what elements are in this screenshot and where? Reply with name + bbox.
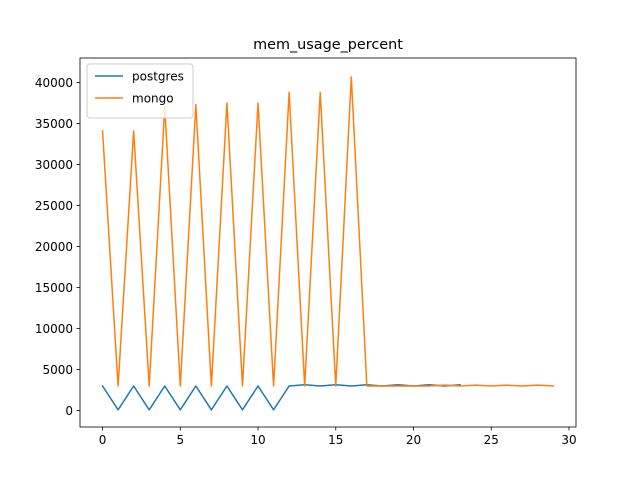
x-tick-label: 15 (328, 433, 343, 447)
y-tick-label: 20000 (35, 240, 73, 254)
plot-area: 0 5 10 15 20 25 30 0 5000 10000 15000 20000 25000 300… (35, 57, 577, 447)
series-line-postgres (101, 383, 461, 411)
x-tick-label: 30 (561, 433, 576, 447)
y-tick-label: 5000 (42, 363, 73, 377)
axes-frame (79, 57, 577, 428)
legend-box (86, 63, 194, 119)
y-tick-label: 10000 (35, 322, 73, 336)
y-tick-label: 30000 (35, 158, 73, 172)
y-tick-label: 25000 (35, 199, 73, 213)
y-tick-label: 0 (65, 404, 73, 418)
y-tick-label: 15000 (35, 281, 73, 295)
legend-label-mongo: mongo (132, 91, 174, 105)
series-lines (101, 76, 555, 411)
chart-title: mem_usage_percent (253, 37, 403, 53)
x-tick-label: 5 (176, 433, 184, 447)
legend-label-postgres: postgres (132, 69, 184, 83)
x-tick-label: 20 (406, 433, 421, 447)
x-tick-label: 25 (484, 433, 499, 447)
y-tick-label: 35000 (35, 117, 73, 131)
y-tick-label: 40000 (35, 76, 73, 90)
series-line-mongo (101, 76, 555, 387)
x-tick-label: 10 (250, 433, 265, 447)
x-tick-label: 0 (99, 433, 107, 447)
